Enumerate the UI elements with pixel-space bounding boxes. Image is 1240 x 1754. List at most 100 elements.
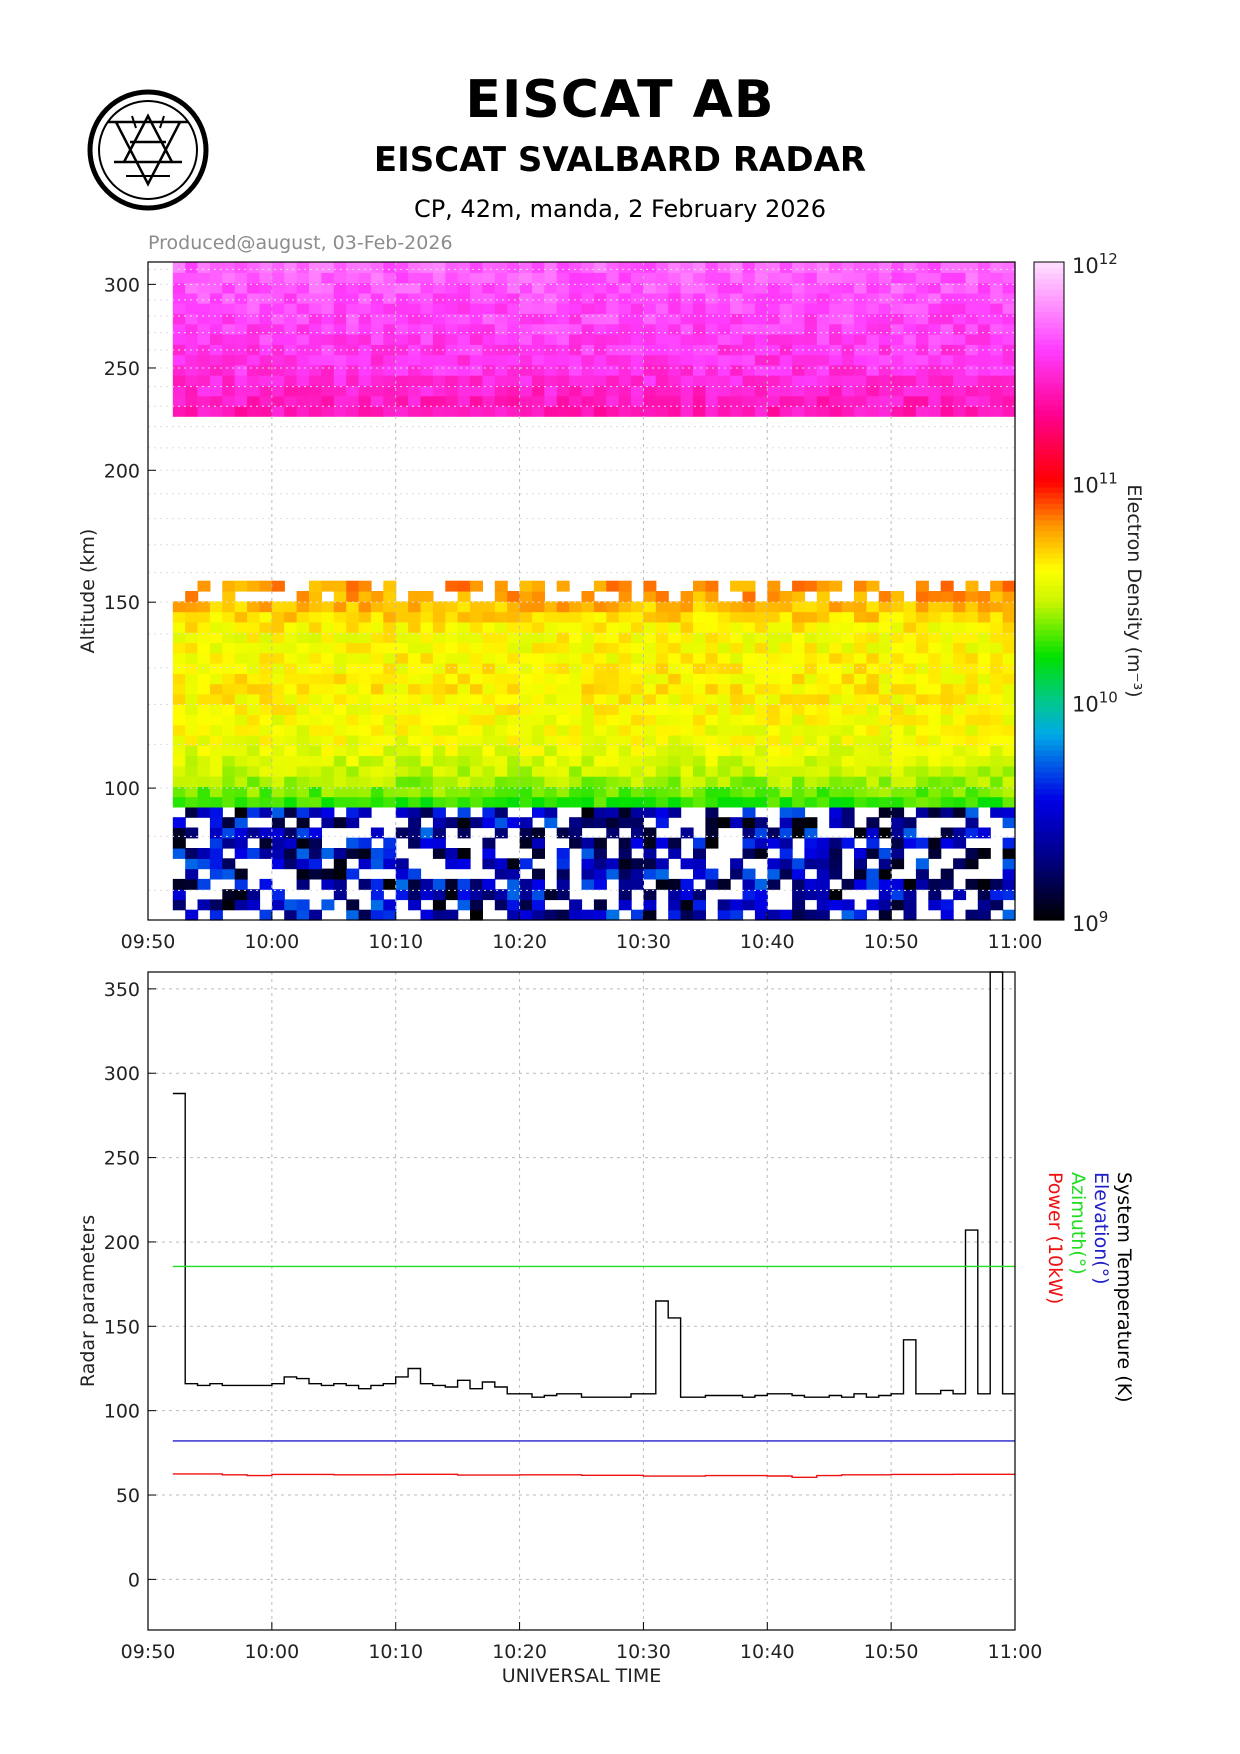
density-cell [457,704,471,715]
density-cell [730,734,744,746]
density-cell [792,364,806,376]
density-cell [891,385,905,397]
density-cell [395,262,409,273]
density-cell [556,673,570,685]
density-cell [470,683,483,695]
density-cell [891,858,905,870]
density-cell [953,292,967,304]
density-cell [915,395,929,407]
density-cell [321,724,335,736]
density-cell [990,272,1004,284]
density-cell [928,796,942,808]
density-cell [185,724,199,736]
density-cell [829,262,843,273]
density-cell [804,837,818,849]
density-cell [358,313,372,325]
density-cell [903,909,917,921]
density-cell [730,693,744,705]
density-cell [284,693,298,705]
density-cell [209,673,223,685]
density-cell [779,282,793,294]
density-cell [408,385,422,397]
density-cell [940,683,954,695]
density-cell [593,673,607,685]
density-cell [494,786,508,798]
density-cell [321,313,335,325]
density-cell [519,693,533,705]
density-cell [705,395,719,407]
colorbar-step [1034,552,1064,559]
density-cell [284,642,298,654]
density-cell [655,776,669,787]
density-cell [606,334,620,345]
colorbar-step [1034,733,1064,740]
density-cell [197,755,211,767]
density-cell [532,889,545,901]
density-cell [432,405,446,417]
density-cell [618,282,632,294]
density-cell [494,642,508,654]
density-cell [432,776,446,787]
density-cell [717,878,731,890]
density-cell [767,282,781,294]
density-cell [693,632,706,643]
density-cell [296,817,310,829]
density-cell [631,837,644,849]
density-cell [408,683,422,695]
density-cell [494,858,508,870]
density-cell [457,765,471,777]
density-cell [829,704,843,715]
density-cell [296,385,310,397]
density-cell [829,786,843,798]
colorbar-step [1034,283,1064,290]
density-cell [705,303,719,314]
density-cell [556,663,570,674]
density-cell [717,765,731,777]
density-cell [792,786,806,798]
density-cell [247,889,261,901]
density-cell [618,806,632,818]
density-cell [507,909,521,921]
density-cell [569,364,583,376]
density-cell [395,621,409,633]
density-cell [507,796,521,808]
density-cell [556,776,570,787]
density-cell [519,837,533,849]
density-cell [878,405,892,417]
density-cell [618,405,632,417]
density-cell [581,724,595,736]
density-cell [185,745,199,757]
density-cell [172,878,186,890]
density-cell [395,734,409,746]
density-cell [891,673,905,685]
density-cell [432,334,446,345]
density-cell [222,889,236,901]
density-cell [346,313,360,325]
params-x-tick-label: 10:30 [616,1641,671,1663]
density-cell [816,734,830,746]
density-cell [432,601,446,613]
density-cell [779,683,793,695]
density-cell [767,878,781,890]
density-cell [915,663,929,674]
density-cell [829,395,843,407]
density-cell [754,724,768,736]
params-x-tick-label: 09:50 [121,1641,176,1663]
density-cell [532,364,545,376]
density-cell [247,693,261,705]
density-cell [854,704,867,715]
density-cell [420,704,434,715]
density-cell [296,724,310,736]
density-cell [866,395,880,407]
density-cell [532,899,545,911]
density-cell [432,704,446,715]
density-cell [717,817,731,829]
density-cell [395,364,409,376]
density-cell [841,611,855,623]
density-cell [581,786,595,798]
density-cell [618,652,632,664]
density-cell [271,806,285,818]
density-cell [953,313,967,325]
density-cell [767,796,781,808]
density-cell [358,837,372,849]
